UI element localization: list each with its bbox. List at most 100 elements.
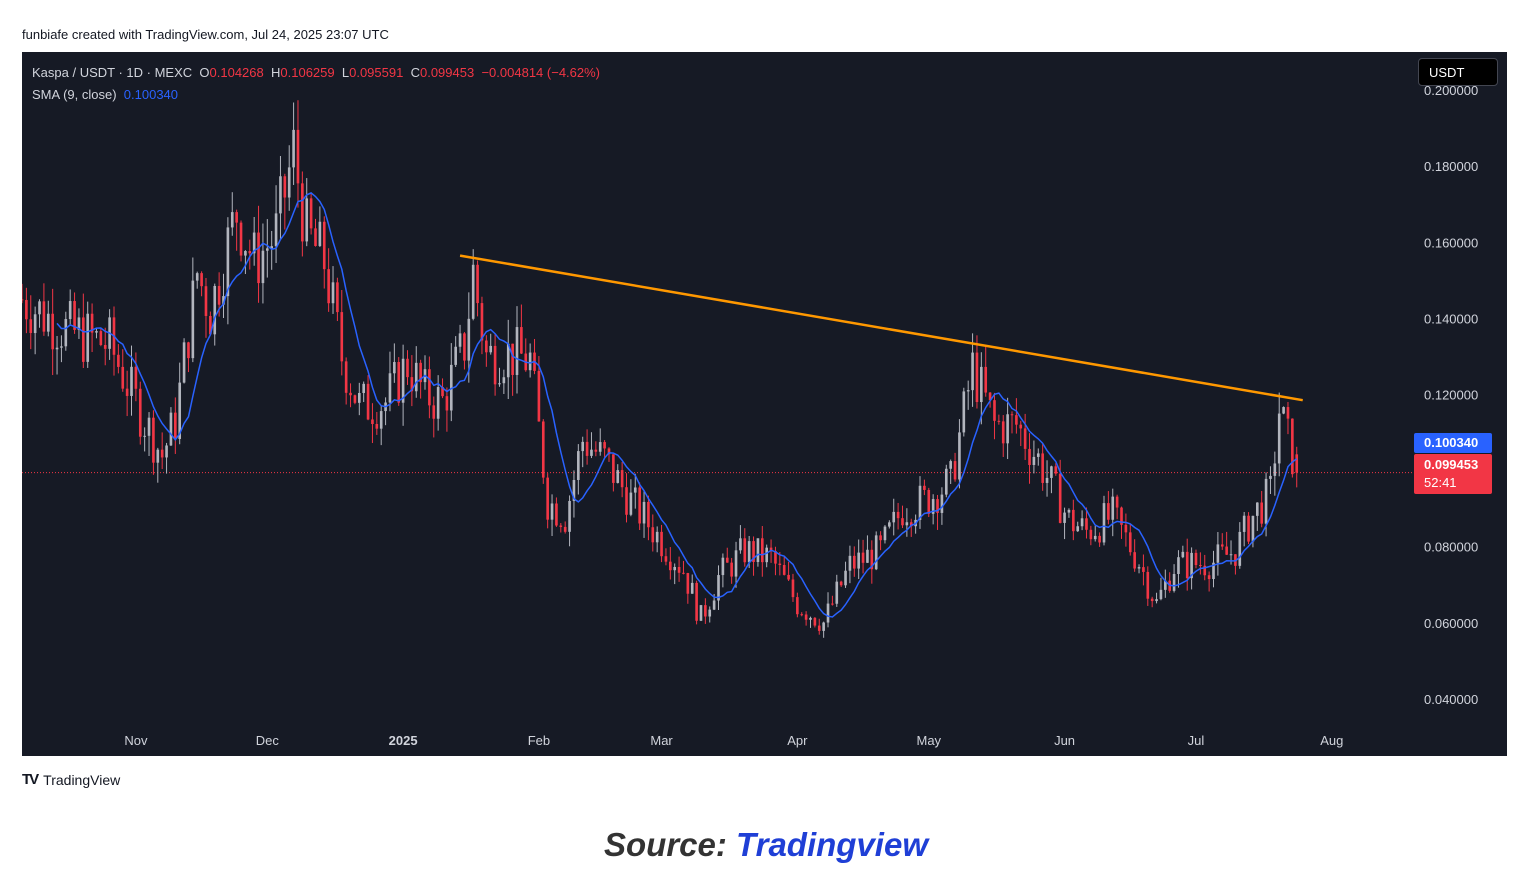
candle-body — [870, 549, 874, 570]
candle-body — [1080, 518, 1084, 527]
candle-body — [962, 391, 966, 433]
candle-body — [901, 518, 904, 526]
candle-body — [1089, 529, 1093, 540]
candle-body — [33, 314, 37, 334]
candle-body — [971, 352, 974, 391]
candle-body — [752, 541, 755, 562]
tradingview-logo[interactable]: TV TradingView — [22, 771, 120, 788]
candle-body — [664, 556, 668, 562]
candle-body — [607, 448, 611, 455]
x-tick-label: Feb — [528, 733, 550, 748]
candle-body — [432, 405, 436, 419]
candle-body — [349, 392, 352, 396]
candle-body — [528, 352, 532, 371]
candle-body — [721, 557, 725, 576]
candle-body — [625, 487, 628, 515]
candle-body — [953, 461, 957, 480]
candle-body — [1220, 544, 1224, 547]
sma-value: 0.100340 — [123, 87, 179, 102]
candle-body — [682, 572, 685, 574]
candle-body — [292, 129, 295, 168]
candle-body — [191, 280, 195, 359]
candle-body — [923, 485, 926, 490]
candle-body — [410, 377, 414, 392]
candle-body — [388, 373, 392, 403]
candle-body — [638, 487, 641, 524]
candle-body — [493, 345, 497, 385]
candle-body — [760, 538, 764, 563]
candle-body — [563, 526, 567, 532]
candle-body — [90, 313, 94, 333]
candle-body — [844, 570, 847, 586]
y-tick-label: 0.140000 — [1424, 311, 1478, 326]
candle-body — [936, 499, 939, 513]
candle-body — [730, 562, 733, 577]
candle-body — [121, 366, 125, 389]
candle-body — [95, 331, 98, 333]
candle-body — [690, 582, 694, 594]
candle-body — [984, 366, 988, 393]
candle-body — [117, 354, 120, 367]
candle-body — [633, 487, 637, 493]
sma-price-tag: 0.100340 — [1414, 433, 1492, 453]
chart-panel[interactable]: 0.200000 0.180000 0.160000 0.140000 0.120000… — [22, 52, 1507, 756]
candle-body — [217, 285, 221, 305]
y-tick-label: 0.060000 — [1424, 616, 1478, 631]
candle-body — [778, 563, 782, 565]
candle-body — [1124, 524, 1128, 533]
candle-body — [340, 312, 344, 362]
resistance-trendline — [459, 254, 1303, 402]
candle-body — [1212, 562, 1215, 580]
candle-body — [1006, 414, 1009, 444]
candle-body — [489, 345, 493, 353]
candle-body — [1190, 552, 1193, 579]
candle-body — [165, 445, 168, 458]
candle-body — [1102, 503, 1106, 543]
open-value: 0.104268 — [209, 65, 264, 80]
candle-body — [125, 388, 129, 396]
currency-button[interactable]: USDT — [1418, 58, 1498, 86]
candle-body — [1137, 567, 1141, 569]
candle-body — [305, 198, 309, 242]
candle-body — [1063, 512, 1066, 523]
candle-body — [248, 251, 252, 254]
candle-body — [918, 485, 922, 520]
candle-body — [857, 552, 860, 569]
candle-body — [309, 198, 313, 229]
chart-legend: Kaspa / USDT · 1D · MEXC O0.104268 H0.10… — [32, 62, 600, 106]
candle-body — [651, 527, 655, 543]
candle-body — [866, 549, 869, 563]
price-chart[interactable]: 0.200000 0.180000 0.160000 0.140000 0.120000… — [22, 52, 1507, 756]
candle-body — [209, 315, 212, 335]
candle-body — [86, 313, 90, 362]
candle-body — [888, 522, 891, 527]
candle-body — [195, 273, 199, 281]
candle-body — [336, 282, 339, 313]
change-value: −0.004814 (−4.62%) — [481, 65, 601, 80]
chart-attribution: funbiafe created with TradingView.com, J… — [22, 27, 389, 42]
candle-body — [287, 167, 291, 198]
x-tick-label: 2025 — [389, 733, 418, 748]
candle-body — [38, 301, 41, 315]
source-link[interactable]: Tradingview — [736, 826, 928, 863]
candle-body — [813, 617, 817, 626]
candle-body — [1199, 565, 1202, 567]
candle-body — [1255, 502, 1259, 516]
candle-body — [274, 213, 278, 247]
candle-body — [577, 451, 580, 480]
candle-body — [134, 366, 138, 389]
candle-body — [1164, 580, 1167, 590]
candle-body — [239, 222, 243, 256]
candle-body — [222, 296, 225, 305]
candle-body — [774, 550, 777, 564]
x-tick-label: Mar — [650, 733, 673, 748]
candle-body — [896, 511, 900, 519]
candle-body — [147, 417, 151, 436]
candle-body — [568, 500, 571, 532]
candle-body — [1015, 415, 1018, 425]
candle-body — [1028, 448, 1031, 465]
candle-body — [55, 347, 59, 350]
candle-body — [471, 264, 475, 319]
candle-body — [46, 313, 50, 332]
candle-body — [1067, 509, 1071, 513]
